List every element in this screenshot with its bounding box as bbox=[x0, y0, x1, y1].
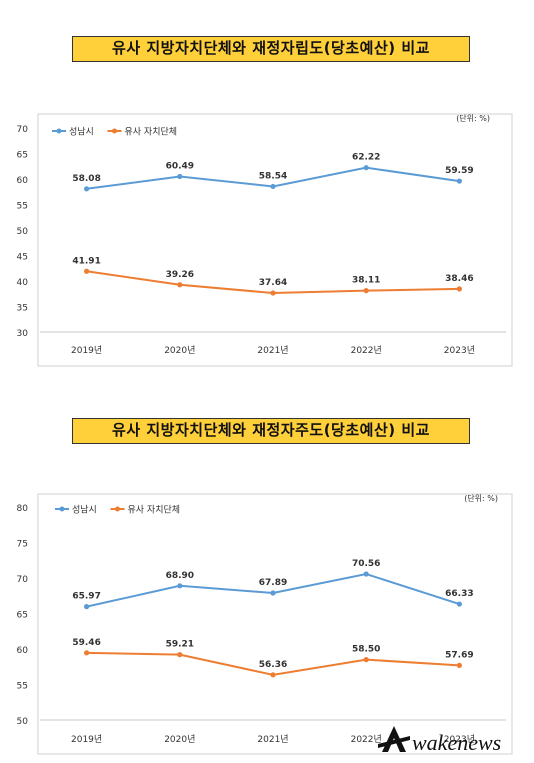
y-tick-label: 65 bbox=[17, 151, 28, 161]
x-tick-label: 2020년 bbox=[164, 734, 195, 745]
x-tick-label: 2023년 bbox=[444, 734, 475, 745]
data-label: 59.46 bbox=[72, 638, 100, 648]
unit-note: (단위: %) bbox=[456, 113, 490, 123]
y-tick-label: 50 bbox=[17, 227, 29, 237]
data-label: 39.26 bbox=[166, 270, 194, 280]
watermark-text: wakenews bbox=[412, 730, 501, 755]
data-label: 56.36 bbox=[259, 660, 287, 670]
legend-label-0: 성남시 bbox=[69, 127, 94, 138]
data-point bbox=[456, 178, 462, 184]
data-label: 57.69 bbox=[445, 650, 473, 660]
x-tick-label: 2019년 bbox=[71, 734, 102, 745]
y-tick-label: 60 bbox=[17, 176, 29, 186]
legend-marker-1 bbox=[112, 128, 117, 134]
y-tick-label: 60 bbox=[17, 646, 29, 656]
data-label: 38.46 bbox=[445, 274, 473, 284]
data-point bbox=[84, 604, 90, 610]
data-label: 37.64 bbox=[259, 278, 287, 288]
y-tick-label: 35 bbox=[17, 304, 28, 314]
y-tick-label: 45 bbox=[17, 253, 28, 263]
data-point bbox=[456, 601, 462, 607]
x-tick-label: 2021년 bbox=[257, 734, 288, 745]
y-tick-label: 55 bbox=[17, 202, 28, 212]
data-label: 58.54 bbox=[259, 171, 287, 181]
data-label: 62.22 bbox=[352, 153, 380, 163]
legend-label-1: 유사 자치단체 bbox=[125, 126, 178, 138]
legend-marker-0 bbox=[59, 506, 65, 512]
chart1-title: 유사 지방자치단체와 재정자립도(당초예산) 비교 bbox=[72, 36, 470, 62]
data-point bbox=[270, 672, 276, 678]
data-label: 68.90 bbox=[166, 571, 194, 581]
data-point bbox=[456, 662, 462, 669]
y-tick-label: 65 bbox=[17, 611, 28, 621]
x-tick-label: 2022년 bbox=[351, 734, 382, 745]
data-label: 59.59 bbox=[445, 166, 473, 176]
data-point bbox=[84, 650, 90, 656]
data-point bbox=[84, 268, 90, 274]
x-tick-label: 2020년 bbox=[164, 345, 195, 356]
y-tick-label: 30 bbox=[17, 329, 29, 339]
data-label: 58.50 bbox=[352, 645, 380, 655]
data-point bbox=[363, 657, 369, 663]
data-point bbox=[177, 583, 183, 589]
unit-note: (단위: %) bbox=[464, 493, 498, 503]
legend-label-1: 유사 자치단체 bbox=[128, 504, 181, 516]
legend-marker-0 bbox=[56, 128, 62, 134]
data-point bbox=[456, 286, 462, 292]
plot-frame bbox=[37, 113, 513, 367]
data-label: 58.08 bbox=[72, 174, 100, 184]
data-label: 41.91 bbox=[72, 256, 100, 266]
data-point bbox=[177, 282, 183, 288]
awakenews-watermark-logo: wakenews bbox=[378, 726, 501, 755]
y-tick-label: 50 bbox=[17, 717, 29, 727]
y-tick-label: 75 bbox=[17, 540, 28, 550]
data-point bbox=[270, 590, 276, 596]
data-point bbox=[363, 165, 369, 171]
x-tick-label: 2019년 bbox=[71, 345, 102, 356]
plot-frame bbox=[37, 493, 513, 755]
y-tick-label: 40 bbox=[17, 278, 29, 288]
data-point bbox=[177, 652, 183, 658]
chart2-title: 유사 지방자치단체와 재정자주도(당초예산) 비교 bbox=[72, 418, 470, 444]
x-tick-label: 2022년 bbox=[351, 345, 382, 356]
y-tick-label: 70 bbox=[17, 125, 29, 135]
data-point bbox=[270, 183, 276, 190]
financial-independence-chart: 30 35 40 45 50 55 60 65 70 2019년 2020년 2021년 2022년 20… bbox=[17, 113, 513, 367]
legend-marker-1 bbox=[115, 506, 120, 512]
data-point bbox=[270, 290, 276, 296]
data-label: 65.97 bbox=[72, 592, 100, 602]
x-tick-label: 2023년 bbox=[444, 345, 475, 356]
data-label: 60.49 bbox=[166, 162, 194, 172]
data-label: 66.33 bbox=[445, 589, 473, 599]
y-tick-label: 70 bbox=[17, 575, 29, 585]
data-point bbox=[84, 186, 90, 192]
legend-label-0: 성남시 bbox=[72, 505, 97, 516]
y-tick-label: 55 bbox=[17, 682, 28, 692]
data-label: 59.21 bbox=[166, 640, 194, 650]
data-label: 67.89 bbox=[259, 578, 287, 588]
data-label: 70.56 bbox=[352, 559, 380, 569]
y-tick-label: 80 bbox=[17, 504, 29, 514]
x-tick-label: 2021년 bbox=[257, 345, 288, 356]
data-point bbox=[363, 571, 369, 577]
data-point bbox=[177, 173, 183, 180]
data-label: 38.11 bbox=[352, 276, 380, 286]
data-point bbox=[363, 288, 369, 294]
